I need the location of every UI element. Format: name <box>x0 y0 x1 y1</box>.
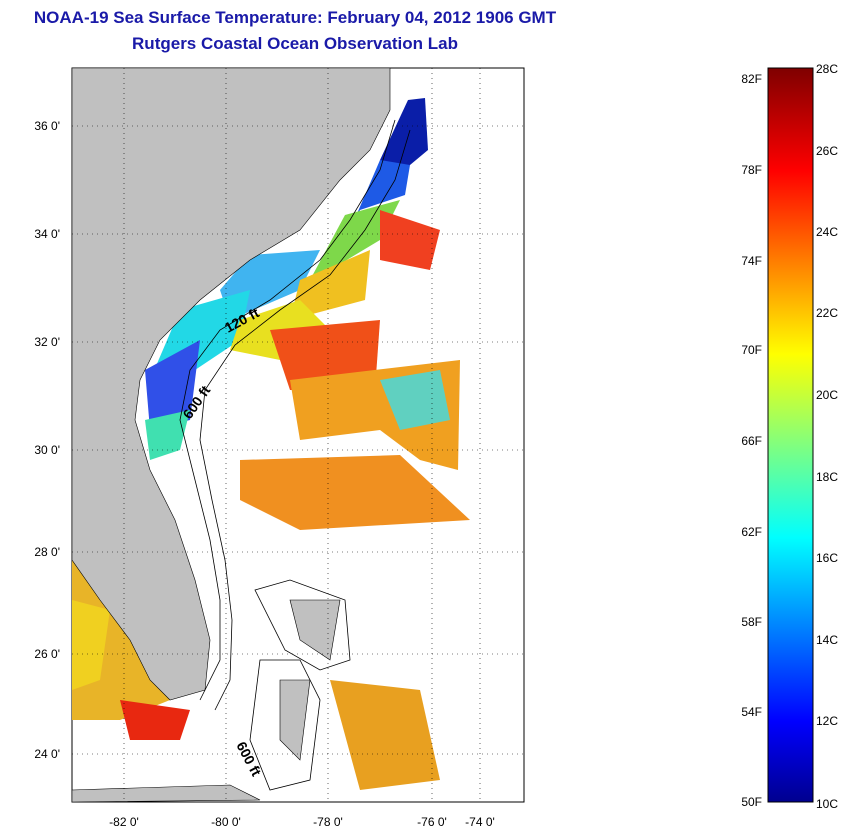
sst-patch <box>380 98 428 175</box>
bathymetry-contours <box>179 119 411 791</box>
celsius-label: 24C <box>816 225 838 239</box>
land-cuba <box>71 784 261 803</box>
sst-patch <box>330 680 440 790</box>
contour-bahamas <box>249 659 321 791</box>
lat-tick-label: 32 0' <box>34 335 60 349</box>
celsius-label: 16C <box>816 551 838 565</box>
colorbar: 82F 78F 74F 70F 66F 62F 58F 54F 50F 28C … <box>741 62 838 811</box>
sst-patch <box>120 700 190 740</box>
map-subtitle: Rutgers Coastal Ocean Observation Lab <box>132 34 458 53</box>
celsius-label: 18C <box>816 470 838 484</box>
sst-map: 120 ft 600 ft 600 ft 36 0' 34 0' 32 0' 3… <box>34 67 525 829</box>
fahrenheit-label: 82F <box>741 72 762 86</box>
map-title: NOAA-19 Sea Surface Temperature: Februar… <box>33 8 557 27</box>
lon-tick-label: -80 0' <box>211 815 241 829</box>
fahrenheit-label: 74F <box>741 254 762 268</box>
fahrenheit-label: 58F <box>741 615 762 629</box>
sst-patch <box>145 340 200 430</box>
gridlines <box>72 68 524 802</box>
lat-tick-label: 36 0' <box>34 119 60 133</box>
colorbar-fahrenheit-axis: 82F 78F 74F 70F 66F 62F 58F 54F 50F <box>741 72 762 809</box>
lat-tick-label: 24 0' <box>34 747 60 761</box>
sst-patch <box>310 200 400 280</box>
celsius-label: 22C <box>816 306 838 320</box>
sst-patch <box>145 410 190 460</box>
contour-600ft <box>199 129 411 711</box>
fahrenheit-label: 66F <box>741 434 762 448</box>
lon-tick-label: -82 0' <box>109 815 139 829</box>
celsius-label: 28C <box>816 62 838 76</box>
fahrenheit-label: 50F <box>741 795 762 809</box>
sst-patch <box>270 320 380 390</box>
celsius-label: 20C <box>816 388 838 402</box>
contour-120ft <box>179 119 396 701</box>
sst-patch <box>350 160 410 230</box>
land-mainland <box>71 67 391 701</box>
land-layer <box>71 67 391 803</box>
sst-data-layer <box>72 98 470 790</box>
fahrenheit-label: 62F <box>741 525 762 539</box>
sst-patch <box>380 210 440 270</box>
lat-axis: 36 0' 34 0' 32 0' 30 0' 28 0' 26 0' 24 0… <box>34 119 60 761</box>
lon-tick-label: -76 0' <box>417 815 447 829</box>
fahrenheit-label: 54F <box>741 705 762 719</box>
sst-patch <box>240 455 470 530</box>
land-bahamas <box>289 599 341 661</box>
fahrenheit-label: 70F <box>741 343 762 357</box>
lat-tick-label: 28 0' <box>34 545 60 559</box>
celsius-label: 26C <box>816 144 838 158</box>
sst-patch <box>72 600 110 690</box>
lon-axis: -82 0' -80 0' -78 0' -76 0' -74 0' <box>109 815 495 829</box>
lon-tick-label: -74 0' <box>465 815 495 829</box>
lat-tick-label: 30 0' <box>34 443 60 457</box>
sst-patch <box>380 370 450 430</box>
fahrenheit-label: 78F <box>741 163 762 177</box>
land-bahamas <box>279 679 311 761</box>
celsius-label: 14C <box>816 633 838 647</box>
colorbar-gradient <box>767 67 814 803</box>
sst-patch <box>290 250 370 320</box>
contour-bahamas <box>254 579 351 671</box>
celsius-label: 10C <box>816 797 838 811</box>
lat-tick-label: 26 0' <box>34 647 60 661</box>
lon-tick-label: -78 0' <box>313 815 343 829</box>
colorbar-celsius-axis: 28C 26C 24C 22C 20C 18C 16C 14C 12C 10C <box>816 62 838 811</box>
lat-tick-label: 34 0' <box>34 227 60 241</box>
celsius-label: 12C <box>816 714 838 728</box>
